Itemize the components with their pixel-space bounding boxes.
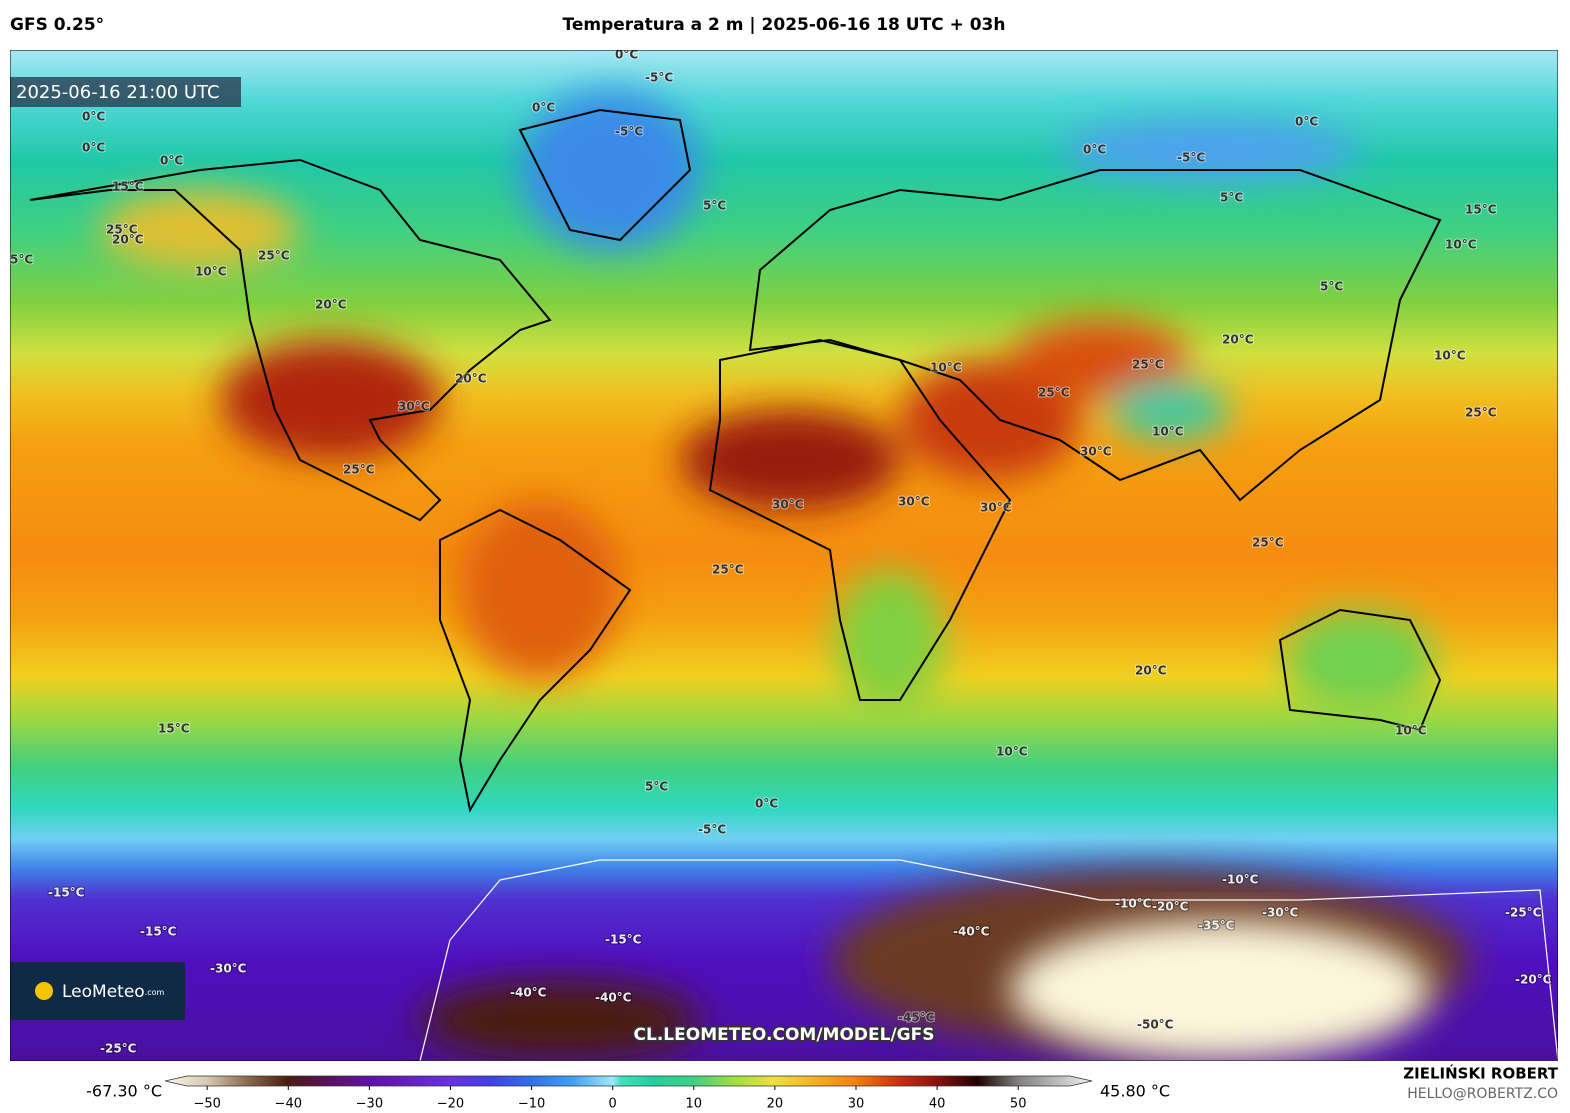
- contour-label: 10°C: [1395, 724, 1427, 738]
- contour-label: 30°C: [1080, 445, 1112, 459]
- contour-label: 10°C: [1434, 349, 1466, 363]
- colorbar-tick-label: 10: [686, 1097, 703, 1112]
- contour-label: 5°C: [645, 780, 668, 794]
- contour-label: -5°C: [698, 823, 726, 837]
- colorbar-bar: [164, 1075, 1093, 1087]
- colorbar-min: -67.30 °C: [86, 1082, 162, 1101]
- contour-label: -45°C: [898, 1011, 935, 1025]
- contour-label: 10°C: [1445, 238, 1477, 252]
- title: Temperatura a 2 m | 2025-06-16 18 UTC + …: [563, 15, 1006, 35]
- colorbar-tick-label: 40: [929, 1097, 946, 1112]
- contour-label: 10°C: [996, 745, 1028, 759]
- contour-label: 0°C: [532, 101, 555, 115]
- contour-label: -30°C: [210, 962, 247, 976]
- contour-label: -50°C: [1137, 1018, 1174, 1032]
- contour-label: 20°C: [455, 372, 487, 386]
- contour-label: 30°C: [898, 495, 930, 509]
- contour-label: 0°C: [82, 141, 105, 155]
- contour-label: -40°C: [510, 986, 547, 1000]
- contour-label: 10°C: [195, 265, 227, 279]
- contour-label: -10°C: [1222, 873, 1259, 887]
- logo-sun: [35, 982, 53, 1000]
- antarctic-plateau: [1010, 920, 1430, 1060]
- colorbar-max: 45.80 °C: [1100, 1082, 1170, 1101]
- contour-label: -20°C: [1152, 900, 1189, 914]
- contour-label: 5°C: [703, 199, 726, 213]
- logo-text: LeoMeteo.com: [62, 982, 165, 1002]
- contour-label: 0°C: [1295, 115, 1318, 129]
- contour-label: -25°C: [1505, 906, 1542, 920]
- contour-label: -40°C: [953, 925, 990, 939]
- contour-label: 15°C: [1465, 203, 1497, 217]
- contour-label: 0°C: [615, 48, 638, 62]
- colorbar-tick-label: 30: [848, 1097, 865, 1112]
- contour-label: 0°C: [755, 797, 778, 811]
- contour-label: 20°C: [112, 233, 144, 247]
- colorbar-tick-label: −10: [518, 1097, 545, 1112]
- contour-label: 10°C: [1152, 425, 1184, 439]
- contour-label: -15°C: [140, 925, 177, 939]
- colorbar-tick-label: −20: [437, 1097, 464, 1112]
- email: HELLO@ROBERTZ.CO: [1407, 1086, 1558, 1102]
- coastlines: [29, 108, 1558, 1061]
- contour-label: -30°C: [1262, 906, 1299, 920]
- contour-label: -15°C: [48, 886, 85, 900]
- contour-label: -5°C: [1177, 151, 1205, 165]
- contour-label: 15°C: [158, 722, 190, 736]
- contour-label: -5°C: [615, 125, 643, 139]
- contour-label: -15°C: [605, 933, 642, 947]
- contour-label: 15°C: [112, 180, 144, 194]
- contour-label: -35°C: [1198, 919, 1235, 933]
- contour-labels: 0°C -5°C 0°C -5°C 0°C 0°C 0°C 15°C 25°C …: [10, 48, 1553, 1057]
- contour-label: 30°C: [398, 400, 430, 414]
- contour-label: 30°C: [980, 501, 1012, 515]
- time-badge: [10, 77, 241, 107]
- author: ZIELIŃSKI ROBERT: [1403, 1064, 1558, 1083]
- contour-label: 0°C: [82, 110, 105, 124]
- contour-label: 25°C: [1132, 358, 1164, 372]
- contour-label: 25°C: [1038, 386, 1070, 400]
- map: 0°C -5°C 0°C -5°C 0°C 0°C 0°C 15°C 25°C …: [10, 48, 1558, 1061]
- colorbar-tick-label: 20: [767, 1097, 784, 1112]
- colorbar-tick-label: −50: [193, 1097, 220, 1112]
- colorbar-tick-label: −40: [275, 1097, 302, 1112]
- contour-label: -20°C: [1515, 973, 1552, 987]
- contour-label: 10°C: [930, 361, 962, 375]
- contour-label: 0°C: [160, 154, 183, 168]
- contour-label: -25°C: [100, 1042, 137, 1056]
- contour-label: 20°C: [315, 298, 347, 312]
- colorbar-tick-label: 50: [1010, 1097, 1027, 1112]
- model-label: GFS 0.25°: [10, 15, 104, 35]
- contour-label: 20°C: [1135, 664, 1167, 678]
- contour-label: 25°C: [1252, 536, 1284, 550]
- contour-label: 0°C: [1083, 143, 1106, 157]
- contour-label: 30°C: [772, 498, 804, 512]
- contour-label: 25°C: [1465, 406, 1497, 420]
- contour-label: 5°C: [1320, 280, 1343, 294]
- contour-label: 25°C: [106, 223, 138, 237]
- contour-label: 25°C: [712, 563, 744, 577]
- contour-label: -5°C: [645, 71, 673, 85]
- watermark: CL.LEOMETEO.COM/MODEL/GFS: [634, 1025, 935, 1045]
- colorbar-tick-label: −30: [356, 1097, 383, 1112]
- contour-label: 25°C: [258, 249, 290, 263]
- contour-label: -10°C: [1115, 897, 1152, 911]
- contour-label: 25°C: [343, 463, 375, 477]
- contour-label: 20°C: [1222, 333, 1254, 347]
- contour-label: 5°C: [10, 253, 33, 267]
- colorbar-tick-label: 0: [609, 1097, 617, 1112]
- contour-label: 5°C: [1220, 191, 1243, 205]
- contour-label: -40°C: [595, 991, 632, 1005]
- colorbar: −50 −40 −30 −20 −10 0 10 20 30 40 50: [164, 1075, 1093, 1112]
- valid-time: 2025-06-16 21:00 UTC: [16, 82, 220, 103]
